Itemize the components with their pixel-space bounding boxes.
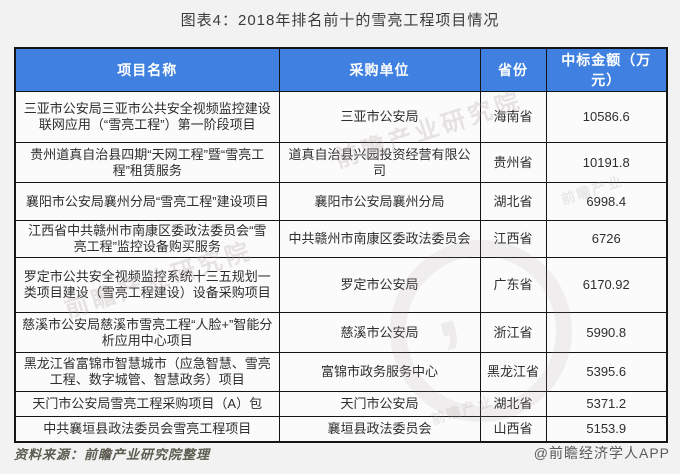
buyer-cell: 道真自治县兴园投资经营有限公司	[278, 142, 481, 183]
amount-cell: 5990.8	[545, 312, 668, 353]
table-row: 天门市公安局雪亮工程采购项目（A）包 天门市公安局 湖北省 5371.2	[14, 391, 668, 417]
buyer-cell: 罗定市公安局	[278, 257, 481, 313]
header-row: 项目名称 采购单位 省份 中标金额（万元）	[14, 47, 668, 92]
table-row: 罗定市公共安全视频监控系统十三五规划一类项目建设（雪亮工程建设）设备采购项目 罗定…	[14, 257, 668, 313]
province-cell: 广东省	[479, 257, 547, 313]
province-cell: 黑龙江省	[479, 352, 547, 392]
amount-cell: 5153.9	[545, 416, 668, 442]
project-name-cell: 三亚市公安局三亚市公共安全视频监控建设联网应用（“雪亮工程”）第一阶段项目	[14, 91, 280, 143]
column-header: 省份	[479, 47, 547, 92]
buyer-cell: 襄阳市公安局襄州分局	[278, 182, 481, 221]
buyer-cell: 襄垣县政法委员会	[278, 416, 481, 442]
project-name-cell: 罗定市公共安全视频监控系统十三五规划一类项目建设（雪亮工程建设）设备采购项目	[14, 257, 280, 313]
amount-cell: 6998.4	[545, 182, 668, 221]
province-cell: 浙江省	[479, 312, 547, 353]
buyer-cell: 慈溪市公安局	[278, 312, 481, 353]
brand-credit: @前瞻经济学人APP	[533, 445, 670, 461]
column-header: 项目名称	[14, 47, 280, 92]
project-name-cell: 襄阳市公安局襄州分局“雪亮工程”建设项目	[14, 182, 280, 221]
column-header: 中标金额（万元）	[545, 47, 668, 92]
table-row: 三亚市公安局三亚市公共安全视频监控建设联网应用（“雪亮工程”）第一阶段项目 三亚市…	[14, 91, 668, 143]
project-name-cell: 江西省中共赣州市南康区委政法委员会“雪亮工程”监控设备购买服务	[14, 220, 280, 258]
province-cell: 江西省	[479, 220, 547, 258]
table-row: 黑龙江省富锦市智慧城市（应急智慧、雪亮工程、数字城管、智慧政务）项目 富锦市政务服…	[14, 352, 668, 392]
buyer-cell: 天门市公安局	[278, 391, 481, 417]
amount-cell: 5395.6	[545, 352, 668, 392]
buyer-cell: 三亚市公安局	[278, 91, 481, 143]
project-name-cell: 天门市公安局雪亮工程采购项目（A）包	[14, 391, 280, 417]
amount-cell: 5371.2	[545, 391, 668, 417]
table-row: 江西省中共赣州市南康区委政法委员会“雪亮工程”监控设备购买服务 中共赣州市南康区委…	[14, 220, 668, 258]
table-body: 三亚市公安局三亚市公共安全视频监控建设联网应用（“雪亮工程”）第一阶段项目 三亚市…	[14, 91, 668, 442]
province-cell: 湖北省	[479, 182, 547, 221]
projects-table: 项目名称 采购单位 省份 中标金额（万元） 三亚市公安局三亚市公共安全视频监控建设联网…	[14, 47, 668, 443]
amount-cell: 6726	[545, 220, 668, 258]
amount-cell: 10586.6	[545, 91, 668, 143]
province-cell: 湖北省	[479, 391, 547, 417]
amount-cell: 10191.8	[545, 142, 668, 183]
chart-title: 图表4：2018年排名前十的雪亮工程项目情况	[180, 12, 500, 29]
province-cell: 海南省	[479, 91, 547, 143]
province-cell: 山西省	[479, 416, 547, 442]
project-name-cell: 贵州道真自治县四期“天网工程”暨“雪亮工程”租赁服务	[14, 142, 280, 183]
column-header: 采购单位	[278, 47, 481, 92]
project-name-cell: 黑龙江省富锦市智慧城市（应急智慧、雪亮工程、数字城管、智慧政务）项目	[14, 352, 280, 392]
buyer-cell: 富锦市政务服务中心	[278, 352, 481, 392]
buyer-cell: 中共赣州市南康区委政法委员会	[278, 220, 481, 258]
table-row: 慈溪市公安局慈溪市雪亮工程“人脸+”智能分析应用中心项目 慈溪市公安局 浙江省 599…	[14, 312, 668, 353]
table-row: 贵州道真自治县四期“天网工程”暨“雪亮工程”租赁服务 道真自治县兴园投资经营有限公…	[14, 142, 668, 183]
table-row: 襄阳市公安局襄州分局“雪亮工程”建设项目 襄阳市公安局襄州分局 湖北省 6998.4	[14, 182, 668, 221]
footer: 资料来源：前瞻产业研究院整理 @前瞻经济学人APP	[0, 443, 680, 463]
amount-cell: 6170.92	[545, 257, 668, 313]
project-name-cell: 慈溪市公安局慈溪市雪亮工程“人脸+”智能分析应用中心项目	[14, 312, 280, 353]
table-row: 中共襄垣县政法委员会雪亮工程项目 襄垣县政法委员会 山西省 5153.9	[14, 416, 668, 442]
province-cell: 贵州省	[479, 142, 547, 183]
source-note: 资料来源：前瞻产业研究院整理	[14, 446, 211, 462]
project-name-cell: 中共襄垣县政法委员会雪亮工程项目	[14, 416, 280, 442]
